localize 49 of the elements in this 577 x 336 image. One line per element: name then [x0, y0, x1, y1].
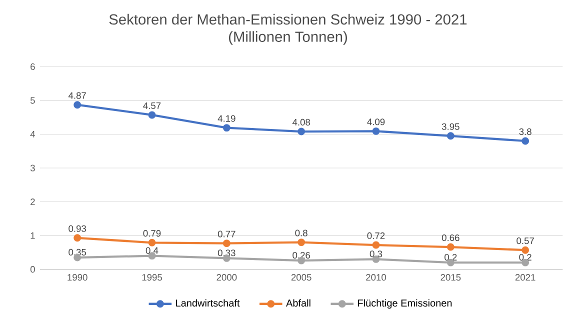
data-label: 3.95 [442, 123, 460, 130]
data-label: 0.72 [367, 232, 385, 240]
y-tick-label: 5 [30, 97, 35, 104]
data-label: 0.8 [295, 230, 308, 236]
point [222, 124, 230, 132]
x-tick-label: 2015 [440, 274, 461, 281]
x-tick-label: 2000 [216, 274, 237, 281]
y-tick-label: 1 [30, 232, 35, 239]
legend-label: Flüchtige Emissionen [358, 299, 452, 309]
data-label: 4.19 [218, 115, 236, 122]
point [372, 241, 380, 249]
point [148, 111, 156, 119]
point [372, 127, 380, 135]
data-label: 3.8 [519, 128, 532, 135]
data-label: 4.09 [367, 118, 385, 126]
point [148, 238, 156, 246]
data-label: 0.4 [146, 247, 158, 254]
point [74, 101, 82, 109]
data-label: 0.66 [442, 234, 460, 242]
data-label: 4.08 [292, 118, 310, 126]
data-label: 0.57 [516, 237, 534, 244]
y-tick-label: 4 [30, 131, 36, 138]
x-tick-label: 2010 [366, 274, 386, 281]
data-label: 0.77 [218, 230, 236, 238]
chart-subtitle: (Millionen Tonnen) [228, 31, 347, 45]
chart-title: Sektoren der Methan-Emissionen Schweiz 1990 - 2021 [109, 14, 467, 25]
legend-label: Landwirtschaft [176, 299, 240, 307]
y-tick-label: 0 [30, 266, 35, 273]
data-label: 4.87 [68, 92, 86, 99]
y-tick-label: 3 [30, 164, 35, 172]
data-label: 0.3 [370, 250, 382, 258]
x-tick-label: 2005 [291, 274, 312, 281]
point [522, 246, 530, 254]
y-tick-label: 6 [30, 63, 35, 70]
legend-label: Abfall [286, 299, 310, 307]
data-label: 0.93 [68, 225, 86, 232]
point [222, 240, 230, 248]
point [298, 128, 306, 136]
point [74, 234, 82, 242]
y-tick-label: 2 [30, 198, 35, 206]
x-tick-label: 2021 [515, 274, 536, 281]
data-label: 0.79 [143, 230, 161, 237]
x-tick-label: 1990 [68, 274, 88, 281]
point [522, 137, 530, 145]
data-label: 4.57 [143, 102, 161, 109]
point [446, 132, 454, 140]
x-tick-label: 1995 [142, 274, 162, 281]
point [298, 238, 306, 246]
point [446, 243, 454, 251]
